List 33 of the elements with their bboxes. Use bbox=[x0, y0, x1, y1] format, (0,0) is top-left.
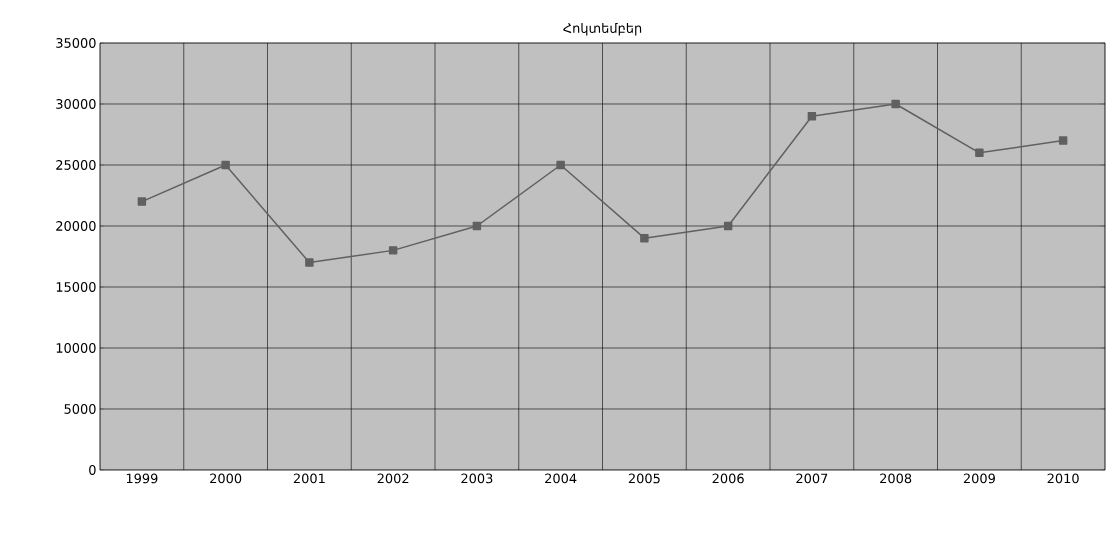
point bbox=[723, 221, 733, 231]
point bbox=[640, 233, 649, 243]
y-tick-label: 5000 bbox=[64, 404, 96, 414]
chart-title: Հոկտեմբեր bbox=[563, 22, 642, 36]
x-tick-label: 2004 bbox=[545, 473, 577, 484]
point bbox=[472, 221, 482, 231]
point bbox=[305, 258, 314, 267]
x-tick-label: 2009 bbox=[963, 473, 995, 484]
x-tick-label: 2005 bbox=[628, 473, 660, 484]
y-tick-label: 20000 bbox=[56, 221, 96, 231]
point bbox=[1058, 136, 1068, 145]
x-tick-label: 2010 bbox=[1047, 473, 1079, 484]
x-tick-label: 2003 bbox=[461, 473, 493, 484]
x-tick-label: 2000 bbox=[210, 473, 242, 484]
y-tick-label: 30000 bbox=[56, 99, 96, 109]
point bbox=[891, 99, 900, 109]
y-tick-label: 15000 bbox=[56, 282, 96, 292]
point bbox=[807, 111, 817, 121]
point bbox=[137, 197, 147, 206]
x-tick-label: 2007 bbox=[796, 473, 828, 484]
y-tick-label: 10000 bbox=[56, 343, 96, 353]
x-tick-label: 2001 bbox=[293, 473, 325, 484]
point bbox=[556, 160, 565, 170]
point bbox=[221, 160, 230, 170]
x-tick-label: 2002 bbox=[377, 473, 409, 484]
y-tick-label: 25000 bbox=[56, 160, 96, 170]
x-tick-label: 2008 bbox=[880, 473, 912, 484]
point bbox=[388, 246, 398, 255]
y-tick-label: 0 bbox=[89, 465, 96, 475]
x-tick-label: 2006 bbox=[712, 473, 744, 484]
point bbox=[975, 148, 984, 158]
y-tick-label: 35000 bbox=[56, 38, 96, 48]
x-tick-label: 1999 bbox=[126, 473, 158, 484]
